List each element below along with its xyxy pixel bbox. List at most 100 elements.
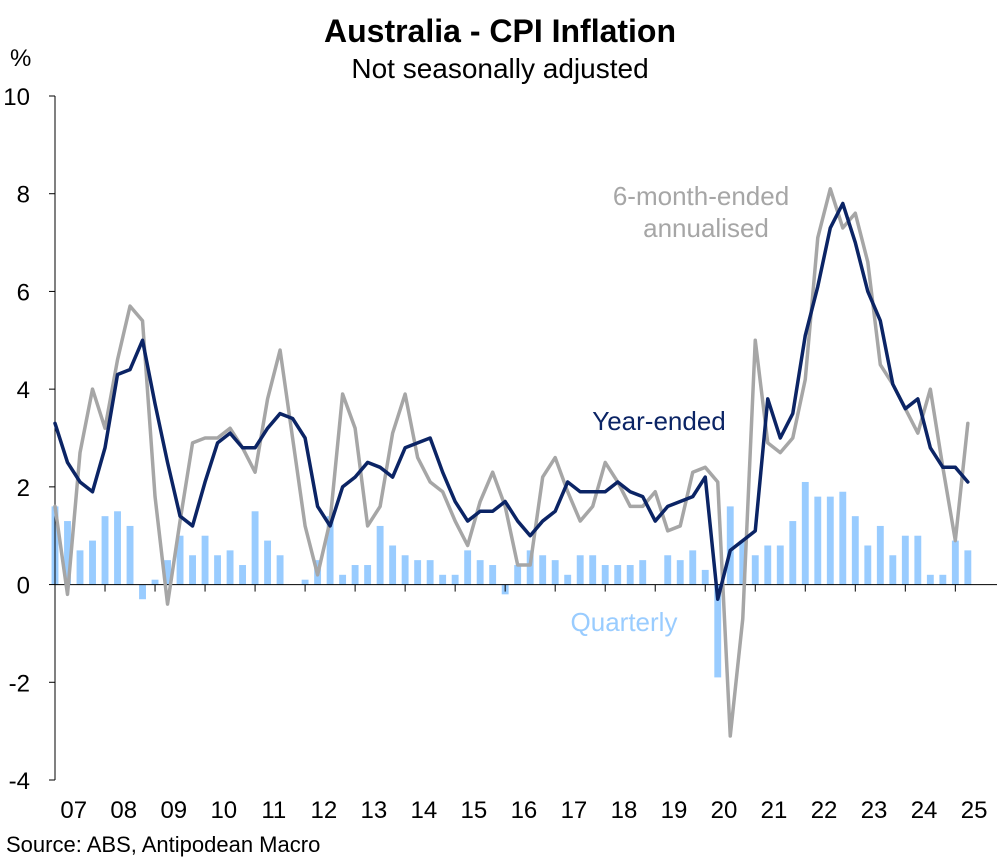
- y-tick-label: 8: [17, 182, 30, 209]
- quarterly-bar: [614, 565, 622, 585]
- quarterly-bar: [126, 525, 134, 585]
- x-tick-label: 11: [261, 797, 286, 824]
- annotation-6-month-ended-line1: 6-month-ended: [613, 181, 789, 211]
- y-tick-labels: -4 -2 0 2 4 6 8 10: [3, 84, 30, 795]
- quarterly-bar: [239, 565, 247, 585]
- chart-title: Australia - CPI Inflation: [324, 13, 676, 49]
- quarterly-bar: [576, 555, 584, 585]
- quarterly-bar: [864, 545, 872, 585]
- quarterly-bar: [101, 516, 109, 585]
- quarterly-bar: [414, 560, 422, 585]
- quarterly-bar: [739, 540, 747, 585]
- quarterly-bar: [826, 496, 834, 585]
- quarterly-bar: [139, 584, 146, 600]
- x-tick-label: 24: [911, 797, 938, 824]
- quarterly-bar: [926, 574, 934, 585]
- quarterly-bar: [914, 535, 922, 585]
- quarterly-bar: [201, 535, 209, 585]
- quarterly-bar: [339, 574, 347, 585]
- x-tick-label: 17: [561, 797, 588, 824]
- quarterly-bar: [551, 560, 559, 585]
- quarterly-bar: [476, 560, 484, 585]
- quarterly-bar: [726, 506, 734, 585]
- quarterly-bar: [464, 550, 472, 585]
- quarterly-bar: [689, 550, 697, 585]
- quarterly-bar: [814, 496, 822, 585]
- quarterly-bar: [664, 555, 672, 585]
- quarterly-bar: [514, 565, 522, 585]
- x-tick-label: 23: [861, 797, 888, 824]
- quarterly-bar: [89, 540, 96, 585]
- quarterly-bar: [151, 579, 159, 585]
- quarterly-bar: [64, 521, 71, 585]
- x-tick-label: 20: [711, 797, 738, 824]
- quarterly-bar: [439, 574, 447, 585]
- source-note: Source: ABS, Antipodean Macro: [6, 832, 320, 857]
- quarterly-bar: [176, 535, 184, 585]
- quarterly-bar: [76, 550, 84, 585]
- quarterly-bar: [226, 550, 234, 585]
- x-tick-label: 13: [361, 797, 388, 824]
- quarterly-bar: [876, 525, 884, 585]
- quarterly-bar: [164, 560, 171, 585]
- quarterly-bars: [51, 481, 972, 678]
- quarterly-bar: [964, 550, 972, 585]
- quarterly-bar: [426, 560, 434, 585]
- quarterly-bar: [951, 540, 959, 585]
- quarterly-bar: [939, 574, 947, 585]
- quarterly-bar: [626, 565, 634, 585]
- annotation-quarterly: Quarterly: [571, 607, 678, 637]
- chart-subtitle: Not seasonally adjusted: [351, 53, 648, 84]
- x-tick-label: 21: [761, 797, 788, 824]
- y-tick-label: 10: [3, 84, 30, 111]
- y-tick-label: 4: [17, 377, 30, 404]
- quarterly-bar: [276, 555, 284, 585]
- quarterly-bar: [851, 516, 859, 585]
- axes: [49, 95, 997, 781]
- quarterly-bar: [639, 560, 647, 585]
- quarterly-bar: [251, 511, 259, 585]
- quarterly-bar: [539, 555, 547, 585]
- quarterly-bar: [764, 545, 772, 585]
- x-tick-label: 19: [661, 797, 688, 824]
- x-tick-label: 18: [611, 797, 638, 824]
- quarterly-bar: [301, 579, 309, 585]
- quarterly-bar: [326, 516, 334, 585]
- quarterly-bar: [776, 545, 784, 585]
- quarterly-bar: [789, 521, 797, 585]
- x-tick-label: 25: [961, 797, 988, 824]
- series-lines: [53, 187, 970, 738]
- y-tick-label: 0: [17, 573, 30, 600]
- x-tick-label: 09: [160, 797, 187, 824]
- quarterly-bar: [801, 481, 809, 585]
- x-tick-labels: 07 08 09 10 11 12 13 14 15 16 17 18 19 20 21 22 23 24 25: [60, 797, 987, 824]
- annotation-6-month-ended-line2: annualised: [643, 213, 769, 243]
- quarterly-bar: [389, 545, 397, 585]
- quarterly-bar: [714, 584, 722, 678]
- quarterly-bar: [451, 574, 459, 585]
- y-tick-label: -4: [9, 768, 30, 795]
- annotation-year-ended: Year-ended: [592, 406, 726, 436]
- quarterly-bar: [889, 555, 897, 585]
- quarterly-bar: [376, 525, 384, 585]
- x-tick-label: 22: [811, 797, 838, 824]
- y-tick-label: 6: [17, 279, 30, 306]
- x-tick-label: 07: [60, 797, 87, 824]
- quarterly-bar: [564, 574, 572, 585]
- quarterly-bar: [189, 555, 196, 585]
- quarterly-bar: [839, 491, 847, 585]
- x-tick-label: 14: [411, 797, 438, 824]
- x-tick-label: 15: [461, 797, 488, 824]
- quarterly-bar: [751, 555, 759, 585]
- quarterly-bar: [701, 569, 709, 585]
- 6-month-ended-annualised-line: [53, 187, 970, 738]
- quarterly-bar: [114, 511, 121, 585]
- x-tick-label: 08: [110, 797, 137, 824]
- quarterly-bar: [364, 565, 372, 585]
- quarterly-bar: [264, 540, 272, 585]
- x-tick-label: 16: [511, 797, 538, 824]
- quarterly-bar: [526, 550, 534, 585]
- quarterly-bar: [589, 555, 597, 585]
- x-tick-label: 12: [310, 797, 337, 824]
